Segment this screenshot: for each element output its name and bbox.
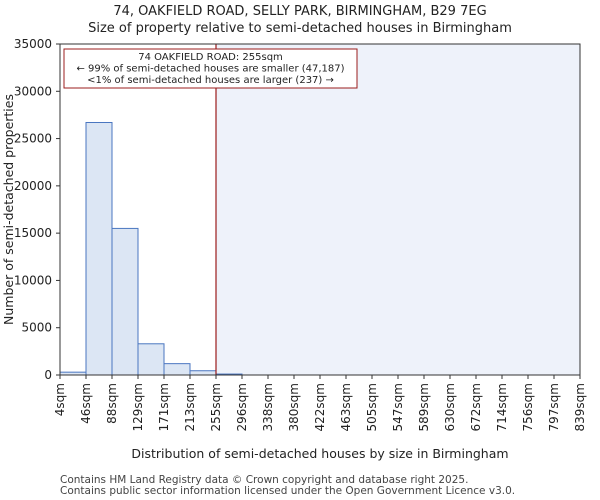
x-tick-label: 46sqm — [79, 383, 93, 424]
bar-213sqm — [189, 370, 217, 376]
x-tick-label: 630sqm — [443, 383, 457, 431]
chart-title: 74, OAKFIELD ROAD, SELLY PARK, BIRMINGHA… — [113, 4, 487, 19]
x-axis-label: Distribution of semi-detached houses by … — [131, 446, 508, 461]
bar-129sqm — [137, 343, 165, 376]
x-tick-label: 505sqm — [365, 383, 379, 431]
x-tick-label: 129sqm — [131, 383, 145, 431]
annotation-line-1: 74 OAKFIELD ROAD: 255sqm — [138, 52, 283, 63]
bar-88sqm — [111, 227, 139, 376]
y-tick-label: 25000 — [14, 132, 52, 146]
x-tick-label: 463sqm — [339, 383, 353, 431]
annotation-box — [63, 48, 358, 89]
x-tick-label: 296sqm — [235, 383, 249, 431]
annotation-line-2: ← 99% of semi-detached houses are smalle… — [76, 64, 344, 75]
x-tick-label: 839sqm — [573, 383, 587, 431]
y-tick-label: 10000 — [14, 273, 52, 287]
chart-subtitle: Size of property relative to semi-detach… — [88, 21, 512, 36]
footer-copyright: Contains HM Land Registry data © Crown c… — [60, 474, 469, 486]
y-tick-label: 5000 — [21, 321, 52, 335]
x-tick-label: 547sqm — [391, 383, 405, 431]
histogram-chart: 0 5000 10000 15000 20000 25000 30000 35000 4sqm 4… — [1, 37, 587, 461]
x-tick-label: 213sqm — [183, 383, 197, 431]
x-tick-label: 714sqm — [495, 383, 509, 431]
x-tick-label: 380sqm — [287, 383, 301, 431]
y-tick-label: 30000 — [14, 84, 52, 98]
x-tick-label: 171sqm — [157, 383, 171, 431]
x-tick-label: 797sqm — [547, 383, 561, 431]
bar-46sqm — [85, 121, 113, 376]
highlight-region — [216, 44, 580, 375]
x-tick-label: 589sqm — [417, 383, 431, 431]
bar-171sqm — [163, 363, 191, 376]
x-tick-label: 338sqm — [261, 383, 275, 431]
x-tick-label: 4sqm — [53, 383, 67, 416]
y-tick-label: 0 — [44, 368, 52, 382]
annotation-line-3: <1% of semi-detached houses are larger (… — [87, 75, 334, 86]
y-tick-label: 15000 — [14, 226, 52, 240]
x-tick-label: 756sqm — [521, 383, 535, 431]
footer-licence: Contains public sector information licen… — [60, 485, 516, 497]
x-tick-label: 422sqm — [313, 383, 327, 431]
x-tick-label: 255sqm — [209, 383, 223, 431]
y-tick-label: 20000 — [14, 179, 52, 193]
y-tick-label: 35000 — [14, 37, 52, 51]
y-axis-label: Number of semi-detached properties — [1, 94, 16, 325]
x-tick-label: 88sqm — [105, 383, 119, 424]
x-tick-label: 672sqm — [469, 383, 483, 431]
